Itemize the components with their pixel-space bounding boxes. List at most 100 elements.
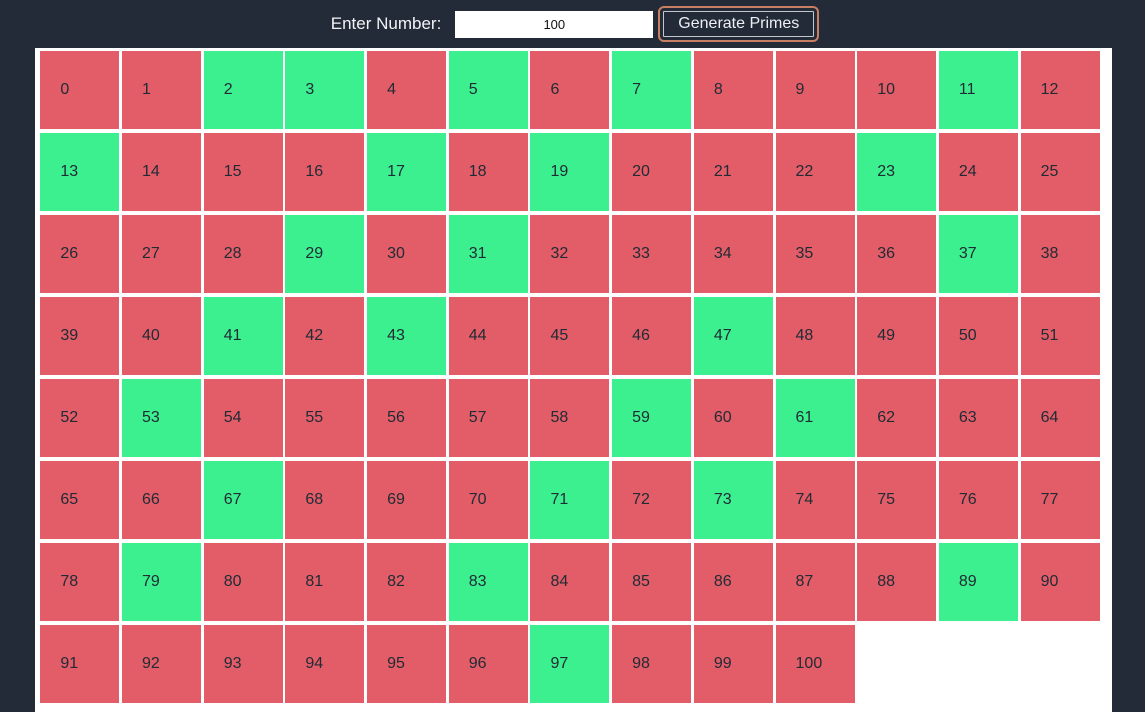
prime-cell: 79 <box>122 543 202 621</box>
prime-cell: 11 <box>938 51 1018 129</box>
prime-cell: 59 <box>612 379 692 457</box>
prime-cell: 19 <box>530 133 610 211</box>
composite-cell: 18 <box>448 133 528 211</box>
composite-cell: 85 <box>612 543 692 621</box>
composite-cell: 70 <box>448 461 528 539</box>
composite-cell: 100 <box>775 625 855 703</box>
prime-cell: 83 <box>448 543 528 621</box>
composite-cell: 84 <box>530 543 610 621</box>
composite-cell: 69 <box>367 461 447 539</box>
header-bar: Enter Number: Generate Primes <box>0 0 1145 48</box>
prime-cell: 3 <box>285 51 365 129</box>
composite-cell: 27 <box>122 215 202 293</box>
composite-cell: 50 <box>938 297 1018 375</box>
composite-cell: 75 <box>857 461 937 539</box>
composite-cell: 82 <box>367 543 447 621</box>
composite-cell: 56 <box>367 379 447 457</box>
composite-cell: 45 <box>530 297 610 375</box>
composite-cell: 16 <box>285 133 365 211</box>
composite-cell: 22 <box>775 133 855 211</box>
composite-cell: 0 <box>40 51 120 129</box>
composite-cell: 81 <box>285 543 365 621</box>
composite-cell: 30 <box>367 215 447 293</box>
prime-cell: 41 <box>203 297 283 375</box>
composite-cell: 33 <box>612 215 692 293</box>
prime-cell: 37 <box>938 215 1018 293</box>
composite-cell: 24 <box>938 133 1018 211</box>
composite-cell: 14 <box>122 133 202 211</box>
composite-cell: 66 <box>122 461 202 539</box>
composite-cell: 96 <box>448 625 528 703</box>
composite-cell: 54 <box>203 379 283 457</box>
composite-cell: 6 <box>530 51 610 129</box>
composite-cell: 57 <box>448 379 528 457</box>
composite-cell: 87 <box>775 543 855 621</box>
composite-cell: 36 <box>857 215 937 293</box>
composite-cell: 48 <box>775 297 855 375</box>
composite-cell: 25 <box>1020 133 1100 211</box>
composite-cell: 63 <box>938 379 1018 457</box>
composite-cell: 26 <box>40 215 120 293</box>
composite-cell: 80 <box>203 543 283 621</box>
generate-primes-button[interactable]: Generate Primes <box>658 6 820 42</box>
composite-cell: 40 <box>122 297 202 375</box>
composite-cell: 10 <box>857 51 937 129</box>
prime-cell: 23 <box>857 133 937 211</box>
prime-cell: 7 <box>612 51 692 129</box>
composite-cell: 51 <box>1020 297 1100 375</box>
composite-cell: 62 <box>857 379 937 457</box>
prime-cell: 71 <box>530 461 610 539</box>
composite-cell: 20 <box>612 133 692 211</box>
prime-cell: 89 <box>938 543 1018 621</box>
composite-cell: 9 <box>775 51 855 129</box>
composite-cell: 65 <box>40 461 120 539</box>
composite-cell: 12 <box>1020 51 1100 129</box>
composite-cell: 74 <box>775 461 855 539</box>
composite-cell: 94 <box>285 625 365 703</box>
composite-cell: 15 <box>203 133 283 211</box>
number-input[interactable] <box>455 10 654 38</box>
prime-cell: 43 <box>367 297 447 375</box>
prime-cell: 73 <box>693 461 773 539</box>
enter-number-label: Enter Number: <box>330 14 442 33</box>
composite-cell: 8 <box>693 51 773 129</box>
composite-cell: 76 <box>938 461 1018 539</box>
composite-cell: 78 <box>40 543 120 621</box>
composite-cell: 91 <box>40 625 120 703</box>
composite-cell: 49 <box>857 297 937 375</box>
composite-cell: 64 <box>1020 379 1100 457</box>
prime-cell: 97 <box>530 625 610 703</box>
prime-cell: 2 <box>203 51 283 129</box>
composite-cell: 99 <box>693 625 773 703</box>
composite-cell: 4 <box>367 51 447 129</box>
prime-cell: 61 <box>775 379 855 457</box>
prime-cell: 13 <box>40 133 120 211</box>
composite-cell: 95 <box>367 625 447 703</box>
composite-cell: 77 <box>1020 461 1100 539</box>
prime-cell: 47 <box>693 297 773 375</box>
composite-cell: 86 <box>693 543 773 621</box>
composite-cell: 42 <box>285 297 365 375</box>
composite-cell: 38 <box>1020 215 1100 293</box>
composite-cell: 92 <box>122 625 202 703</box>
composite-cell: 55 <box>285 379 365 457</box>
prime-cell: 53 <box>122 379 202 457</box>
composite-cell: 46 <box>612 297 692 375</box>
prime-cell: 29 <box>285 215 365 293</box>
prime-cell: 67 <box>203 461 283 539</box>
composite-cell: 44 <box>448 297 528 375</box>
composite-cell: 28 <box>203 215 283 293</box>
composite-cell: 88 <box>857 543 937 621</box>
composite-cell: 58 <box>530 379 610 457</box>
prime-cell: 31 <box>448 215 528 293</box>
prime-cell: 5 <box>448 51 528 129</box>
prime-grid: 0 1 2 3 4 5 6 7 8 9 10 11 12 13 14 15 16 17 18 19 20 21 22 23 24… <box>35 48 1112 712</box>
composite-cell: 68 <box>285 461 365 539</box>
composite-cell: 1 <box>122 51 202 129</box>
composite-cell: 34 <box>693 215 773 293</box>
composite-cell: 52 <box>40 379 120 457</box>
composite-cell: 39 <box>40 297 120 375</box>
composite-cell: 32 <box>530 215 610 293</box>
composite-cell: 72 <box>612 461 692 539</box>
composite-cell: 35 <box>775 215 855 293</box>
